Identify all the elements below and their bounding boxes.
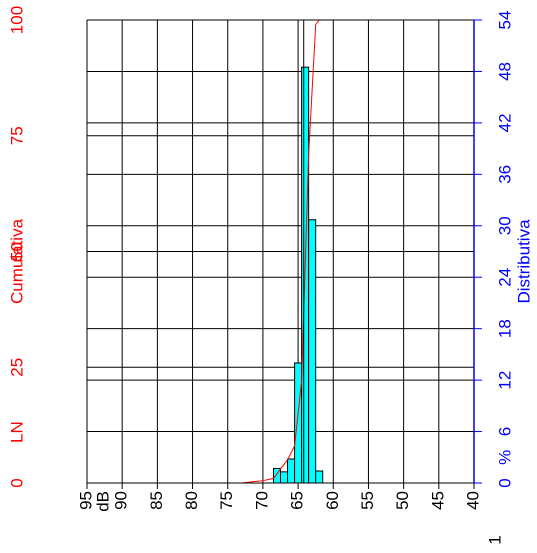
- histogram-bar: [287, 458, 296, 484]
- y-tick-label: 0: [7, 478, 26, 487]
- page-number: 1: [485, 535, 504, 544]
- y2-tick-label: 6: [495, 427, 514, 436]
- x-tick-label: 80: [182, 491, 201, 510]
- y-tick-label: 25: [7, 358, 26, 377]
- x-label: dB: [93, 491, 112, 512]
- x-tick-label: 50: [393, 491, 412, 510]
- x-tick-label: 60: [323, 491, 342, 510]
- x-tick-label: 65: [288, 491, 307, 510]
- histogram-bar: [308, 219, 317, 484]
- histogram-bar: [280, 471, 289, 484]
- x-tick-label: 40: [463, 491, 482, 510]
- y2-tick-label: 18: [495, 319, 514, 338]
- y2-title: Distributiva: [514, 219, 533, 304]
- x-tick-label: 75: [217, 491, 236, 510]
- y2-tick-label: 0: [495, 478, 514, 487]
- y-title: Cumulativa: [7, 218, 26, 304]
- y2-tick-label: 30: [495, 216, 514, 235]
- y-unit: LN: [7, 421, 26, 443]
- y2-tick-label: 48: [495, 62, 514, 81]
- x-tick-label: 55: [358, 491, 377, 510]
- histogram-bar: [315, 470, 324, 484]
- y2-tick-label: 12: [495, 371, 514, 390]
- x-tick-label: 45: [428, 491, 447, 510]
- y-tick-label: 75: [7, 126, 26, 145]
- y2-tick-label: 42: [495, 113, 514, 132]
- y2-tick-label: 54: [495, 11, 514, 30]
- y2-tick-label: 24: [495, 268, 514, 287]
- x-tick-label: 90: [112, 491, 131, 510]
- y2-unit: %: [495, 450, 514, 465]
- x-tick-label: 70: [252, 491, 271, 510]
- y-tick-label: 100: [7, 6, 26, 34]
- x-tick-label: 85: [147, 491, 166, 510]
- histogram-bar: [294, 362, 303, 484]
- x-tick-label: 95: [76, 491, 95, 510]
- cumulative-line: [241, 19, 320, 484]
- y2-tick-label: 36: [495, 165, 514, 184]
- y-tick-label: 50: [7, 242, 26, 261]
